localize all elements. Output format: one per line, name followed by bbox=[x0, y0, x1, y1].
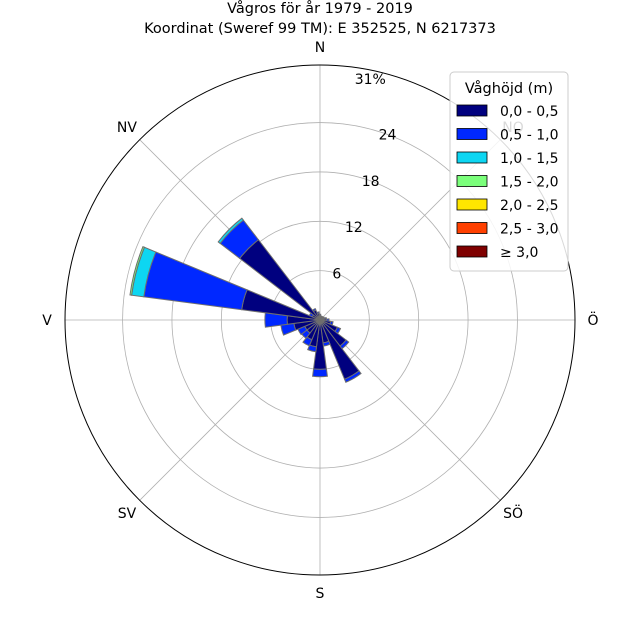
legend-entry: ≥ 3,0 bbox=[500, 245, 538, 261]
rose-bar-segment bbox=[129, 246, 146, 296]
rose-bar-segment bbox=[217, 217, 245, 245]
rose-bars bbox=[129, 217, 362, 383]
radial-tick-label: 18 bbox=[362, 174, 380, 190]
legend-title: Våghöjd (m) bbox=[465, 80, 553, 97]
rose-bar-segment bbox=[312, 368, 328, 378]
legend-swatch bbox=[456, 222, 488, 234]
radial-tick-label: 6 bbox=[332, 267, 341, 283]
radial-max-label: 31% bbox=[355, 72, 386, 88]
direction-label: N bbox=[315, 40, 325, 56]
rose-bar-segment bbox=[343, 370, 362, 383]
legend-swatch bbox=[456, 104, 488, 117]
direction-label: NV bbox=[117, 120, 137, 136]
legend-entry: 1,0 - 1,5 bbox=[500, 151, 558, 167]
legend-swatch bbox=[456, 128, 488, 140]
legend-swatch bbox=[456, 245, 488, 258]
legend-entry: 2,5 - 3,0 bbox=[500, 222, 558, 238]
rose-bar-segment bbox=[316, 311, 320, 315]
direction-label: SV bbox=[118, 506, 137, 522]
legend-items: 0,0 - 0,5 0,5 - 1,0 1,0 - 1,5 1,5 - 2,0 2,0 … bbox=[456, 104, 558, 261]
grid-spoke bbox=[319, 319, 501, 501]
legend-entry: 0,5 - 1,0 bbox=[500, 128, 558, 144]
direction-label: S bbox=[316, 586, 325, 602]
legend-entry: 1,5 - 2,0 bbox=[500, 175, 558, 191]
chart-subtitle: Koordinat (Sweref 99 TM): E 352525, N 62… bbox=[144, 21, 496, 37]
legend-swatch bbox=[456, 151, 488, 164]
legend-entry: 0,0 - 0,5 bbox=[500, 104, 558, 120]
radial-tick-label: 24 bbox=[379, 127, 397, 143]
direction-label: Ö bbox=[587, 311, 598, 329]
radial-tick-label: 12 bbox=[345, 220, 363, 236]
rose-bar-segment bbox=[311, 307, 317, 313]
legend-swatch bbox=[456, 198, 488, 211]
legend-box bbox=[449, 71, 569, 272]
legend: Våghöjd (m) 0,0 - 0,5 0,5 - 1,0 1,0 - 1,5 1… bbox=[449, 71, 569, 272]
chart-title: Vågros för år 1979 - 2019 bbox=[227, 0, 413, 17]
direction-label: SÖ bbox=[503, 504, 523, 522]
legend-entry: 2,0 - 2,5 bbox=[500, 198, 558, 214]
rose-bar-segment bbox=[143, 251, 248, 311]
direction-label: V bbox=[42, 313, 52, 329]
legend-swatch bbox=[456, 175, 488, 187]
radial-tick-labels: 6 12 18 24 31% bbox=[332, 72, 396, 283]
polar-frame bbox=[64, 64, 576, 576]
grid-spoke bbox=[139, 319, 321, 501]
